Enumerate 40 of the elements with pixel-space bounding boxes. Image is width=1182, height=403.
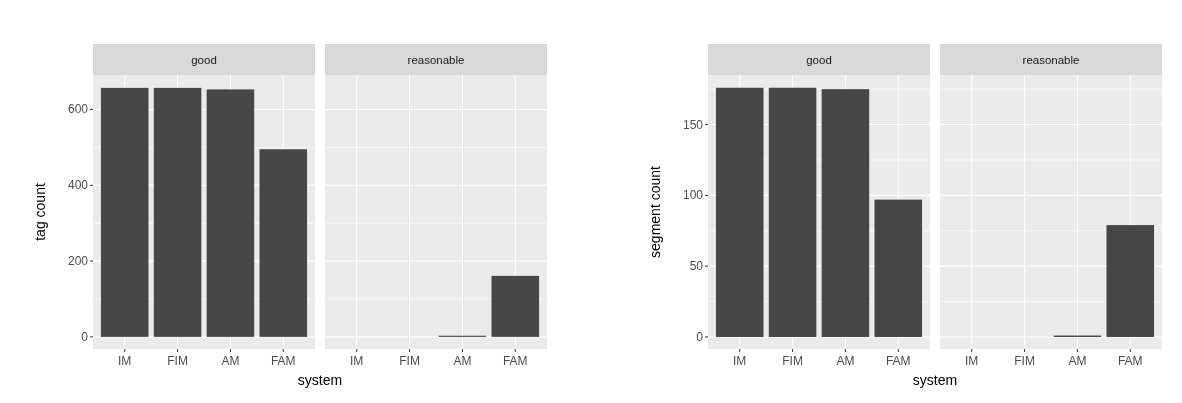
y-tick-label: 150 bbox=[682, 117, 704, 132]
x-tick-label: FAM bbox=[270, 354, 296, 368]
bar bbox=[153, 87, 202, 337]
x-tick-label: FIM bbox=[399, 354, 420, 368]
x-tick-label: AM bbox=[1068, 354, 1087, 368]
x-tick-label: FIM bbox=[167, 354, 188, 368]
y-tick-label: 0 bbox=[696, 329, 704, 344]
x-axis-title: system bbox=[297, 372, 343, 388]
x-tick-label: FAM bbox=[502, 354, 528, 368]
x-tick-label: AM bbox=[836, 354, 855, 368]
bar bbox=[874, 199, 923, 337]
y-tick-label: 200 bbox=[67, 254, 89, 269]
x-tick-label: AM bbox=[453, 354, 472, 368]
x-tick-label: FIM bbox=[1014, 354, 1035, 368]
y-tick-label: 100 bbox=[682, 188, 704, 203]
bar bbox=[206, 89, 255, 337]
x-tick-label: IM bbox=[965, 354, 979, 368]
x-axis-title: system bbox=[912, 372, 958, 388]
chart-title: good bbox=[806, 53, 832, 66]
x-tick-label: IM bbox=[350, 354, 364, 368]
y-axis-title: tag count bbox=[32, 183, 48, 241]
chart-title: reasonable bbox=[1022, 53, 1080, 66]
bar bbox=[100, 87, 149, 337]
y-axis-title: segment count bbox=[647, 165, 663, 258]
y-tick-label: 400 bbox=[67, 178, 89, 193]
x-tick-label: FAM bbox=[885, 354, 911, 368]
x-tick-label: IM bbox=[733, 354, 747, 368]
bar bbox=[259, 149, 308, 337]
x-tick-label: AM bbox=[221, 354, 240, 368]
bar bbox=[821, 89, 870, 337]
x-tick-label: FIM bbox=[782, 354, 803, 368]
chart-title: reasonable bbox=[407, 53, 465, 66]
bar bbox=[768, 87, 817, 337]
x-tick-label: FAM bbox=[1117, 354, 1143, 368]
y-tick-label: 50 bbox=[689, 259, 704, 274]
bar bbox=[715, 87, 764, 337]
y-tick-label: 600 bbox=[67, 102, 89, 117]
x-tick-label: IM bbox=[118, 354, 132, 368]
y-tick-label: 0 bbox=[81, 329, 89, 344]
chart-title: good bbox=[191, 53, 217, 66]
